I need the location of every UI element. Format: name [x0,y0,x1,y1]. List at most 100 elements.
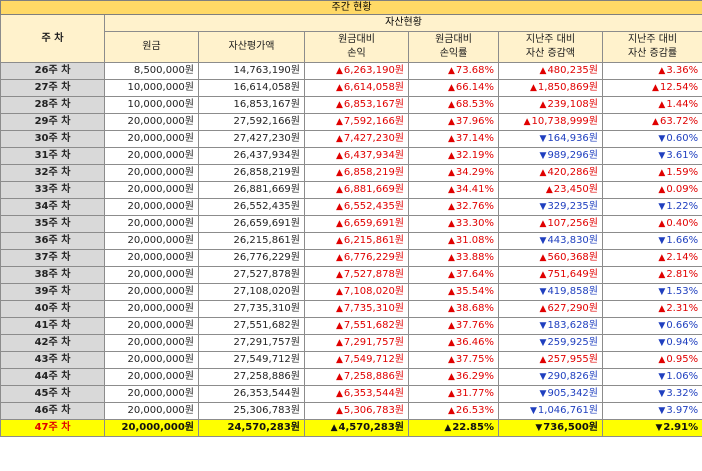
week-cell: 43주 차 [0,351,105,369]
wow-amount-cell: ▲627,290원 [498,300,603,318]
pl-amount-cell: ▲6,353,544원 [304,385,409,403]
table-row: 40주 차 20,000,000원 27,735,310원 ▲7,735,310원 ▲3… [0,300,702,318]
wow-rate-cell-value: 2.31% [666,303,699,314]
wow-amount-cell-value: 905,342원 [547,388,598,399]
pl-amount-cell-value: 6,263,190원 [343,65,404,76]
triangle-up-icon: ▲ [539,304,547,314]
wow-amount-cell-value: 480,235원 [547,65,598,76]
triangle-up-icon: ▲ [447,66,455,76]
triangle-up-icon: ▲ [444,423,452,433]
asset-value-cell: 26,659,691원 [198,215,305,233]
wow-rate-cell-value: 1.06% [666,371,699,382]
wow-rate-cell-value: 2.91% [663,422,699,433]
pl-amount-cell-value: 6,659,691원 [343,218,404,229]
header-wow-amount-line1: 지난주 대비 [525,34,576,45]
pl-amount-cell-value: 7,549,712원 [343,354,404,365]
table-row: 36주 차 20,000,000원 26,215,861원 ▲6,215,861원 ▲3… [0,232,702,250]
wow-amount-cell-value: 290,826원 [547,371,598,382]
wow-rate-cell-value: 0.94% [666,337,699,348]
triangle-up-icon: ▲ [539,355,547,365]
table-row: 42주 차 20,000,000원 27,291,757원 ▲7,291,757원 ▲3… [0,334,702,352]
triangle-up-icon: ▲ [447,253,455,263]
wow-amount-cell: ▲23,450원 [498,181,603,199]
wow-amount-cell-value: 751,649원 [547,269,598,280]
wow-amount-cell: ▲107,256원 [498,215,603,233]
triangle-up-icon: ▲ [447,270,455,280]
triangle-up-icon: ▲ [335,304,343,314]
wow-amount-cell: ▼443,830원 [498,232,603,250]
triangle-down-icon: ▼ [539,236,547,246]
asset-value-cell: 27,427,230원 [198,130,305,148]
wow-rate-cell: ▼1.53% [601,283,702,301]
asset-value-cell: 27,258,886원 [198,368,305,386]
wow-rate-cell-value: 1.66% [666,235,699,246]
triangle-up-icon: ▲ [447,304,455,314]
pl-amount-cell-value: 6,437,934원 [343,150,404,161]
triangle-up-icon: ▲ [539,66,547,76]
triangle-up-icon: ▲ [335,372,343,382]
asset-value-cell: 27,108,020원 [198,283,305,301]
triangle-up-icon: ▲ [658,219,666,229]
week-cell: 26주 차 [0,62,105,80]
wow-rate-cell: ▲2.81% [601,266,702,284]
table-row: 38주 차 20,000,000원 27,527,878원 ▲7,527,878원 ▲3… [0,266,702,284]
triangle-up-icon: ▲ [447,338,455,348]
wow-amount-cell-value: 989,296원 [547,150,598,161]
pl-amount-cell-value: 6,353,544원 [343,388,404,399]
wow-rate-cell: ▼2.91% [601,419,702,437]
triangle-up-icon: ▲ [335,338,343,348]
triangle-down-icon: ▼ [658,406,666,416]
triangle-up-icon: ▲ [335,168,343,178]
pl-amount-cell-value: 6,776,229원 [343,252,404,263]
week-cell: 33주 차 [0,181,105,199]
triangle-up-icon: ▲ [447,321,455,331]
pl-amount-cell-value: 6,215,861원 [343,235,404,246]
triangle-up-icon: ▲ [335,253,343,263]
asset-value-cell: 27,735,310원 [198,300,305,318]
triangle-down-icon: ▼ [539,389,547,399]
week-cell: 28주 차 [0,96,105,114]
pl-rate-cell-value: 32.19% [455,150,494,161]
pl-rate-cell: ▲37.64% [408,266,499,284]
triangle-down-icon: ▼ [539,202,547,212]
pl-amount-cell: ▲7,527,878원 [304,266,409,284]
asset-value-cell: 27,549,712원 [198,351,305,369]
pl-rate-cell-value: 66.14% [455,82,494,93]
pl-rate-cell-value: 37.14% [455,133,494,144]
triangle-up-icon: ▲ [335,355,343,365]
wow-rate-cell-value: 1.22% [666,201,699,212]
wow-rate-cell: ▼1.66% [601,232,702,250]
triangle-up-icon: ▲ [539,219,547,229]
triangle-up-icon: ▲ [335,389,343,399]
principal-cell: 20,000,000원 [104,351,199,369]
pl-amount-cell-value: 6,614,058원 [343,82,404,93]
triangle-up-icon: ▲ [335,270,343,280]
pl-rate-cell: ▲22.85% [408,419,499,437]
triangle-up-icon: ▲ [447,372,455,382]
pl-amount-cell: ▲7,291,757원 [304,334,409,352]
table-row: 26주 차 8,500,000원 14,763,190원 ▲6,263,190원 ▲73… [0,62,702,80]
wow-amount-cell: ▲480,235원 [498,62,603,80]
pl-rate-cell-value: 35.54% [455,286,494,297]
triangle-up-icon: ▲ [335,236,343,246]
triangle-up-icon: ▲ [447,389,455,399]
pl-rate-cell-value: 26.53% [455,405,494,416]
wow-rate-cell-value: 3.36% [666,65,699,76]
table-row: 28주 차 10,000,000원 16,853,167원 ▲6,853,167원 ▲6… [0,96,702,114]
triangle-down-icon: ▼ [539,134,547,144]
pl-rate-cell: ▲32.19% [408,147,499,165]
pl-rate-cell: ▲37.76% [408,317,499,335]
week-cell: 36주 차 [0,232,105,250]
principal-cell: 20,000,000원 [104,130,199,148]
table-row: 29주 차 20,000,000원 27,592,166원 ▲7,592,166원 ▲3… [0,113,702,131]
pl-amount-cell: ▲6,614,058원 [304,79,409,97]
triangle-down-icon: ▼ [658,287,666,297]
table-row: 41주 차 20,000,000원 27,551,682원 ▲7,551,682원 ▲3… [0,317,702,335]
pl-amount-cell-value: 7,735,310원 [343,303,404,314]
pl-rate-cell: ▲36.46% [408,334,499,352]
wow-amount-cell: ▲10,738,999원 [498,113,603,131]
pl-rate-cell: ▲35.54% [408,283,499,301]
pl-rate-cell-value: 68.53% [455,99,494,110]
week-cell: 38주 차 [0,266,105,284]
week-cell: 47주 차 [0,419,105,437]
